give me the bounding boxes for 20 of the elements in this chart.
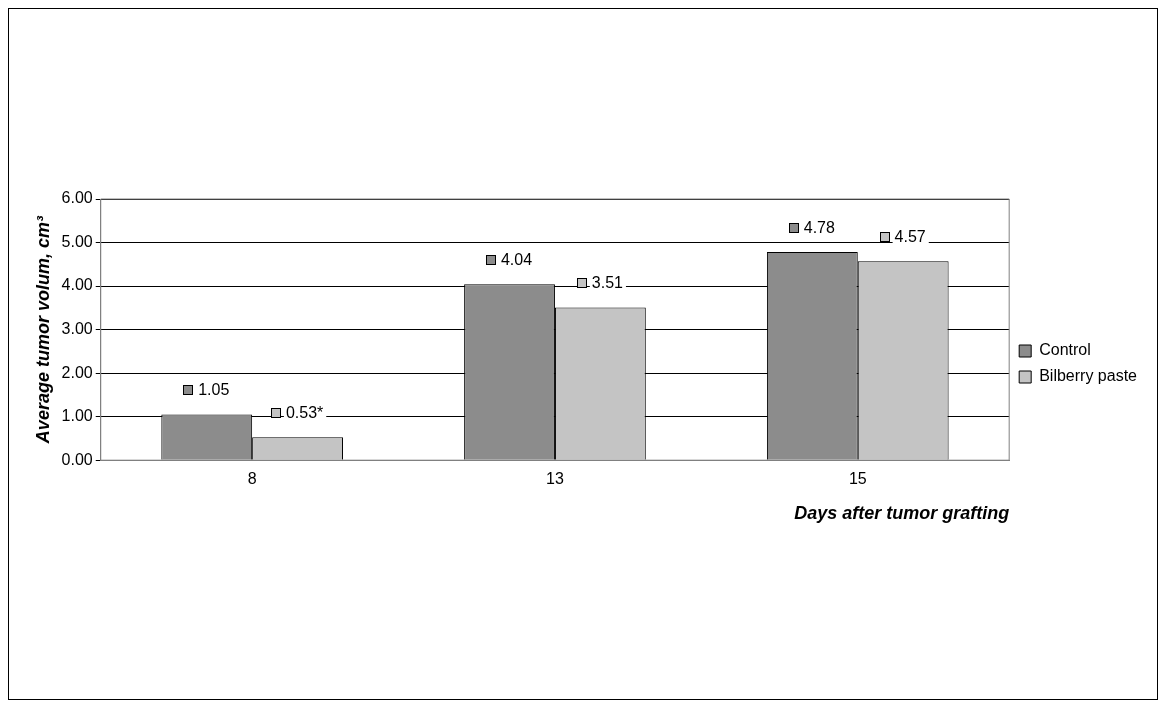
y-tick-label: 2.00 [61, 363, 93, 381]
x-tick-label: 8 [247, 470, 257, 488]
data-label: 0.53* [285, 403, 324, 421]
y-axis-title: Average tumor volum, cm³ [32, 215, 53, 445]
data-label: 4.78 [803, 218, 836, 236]
x-axis-title: Days after tumor grafting [794, 503, 1010, 524]
data-label: 3.51 [591, 273, 624, 291]
x-tick-label: 15 [848, 470, 867, 488]
x-tick-label: 13 [546, 470, 564, 488]
y-tick-label: 4.00 [61, 276, 93, 294]
y-tick-label: 3.00 [61, 320, 93, 338]
legend-label: Control [1039, 341, 1091, 359]
data-label: 1.05 [198, 380, 230, 398]
legend-label: Bilberry paste [1039, 367, 1138, 385]
y-tick-label: 6.00 [61, 189, 93, 207]
y-tick-label: 5.00 [61, 232, 93, 250]
data-label: 4.04 [500, 250, 533, 268]
y-tick-label: 0.00 [61, 450, 93, 468]
y-tick-label: 1.00 [61, 407, 93, 425]
data-label: 4.57 [894, 227, 926, 245]
